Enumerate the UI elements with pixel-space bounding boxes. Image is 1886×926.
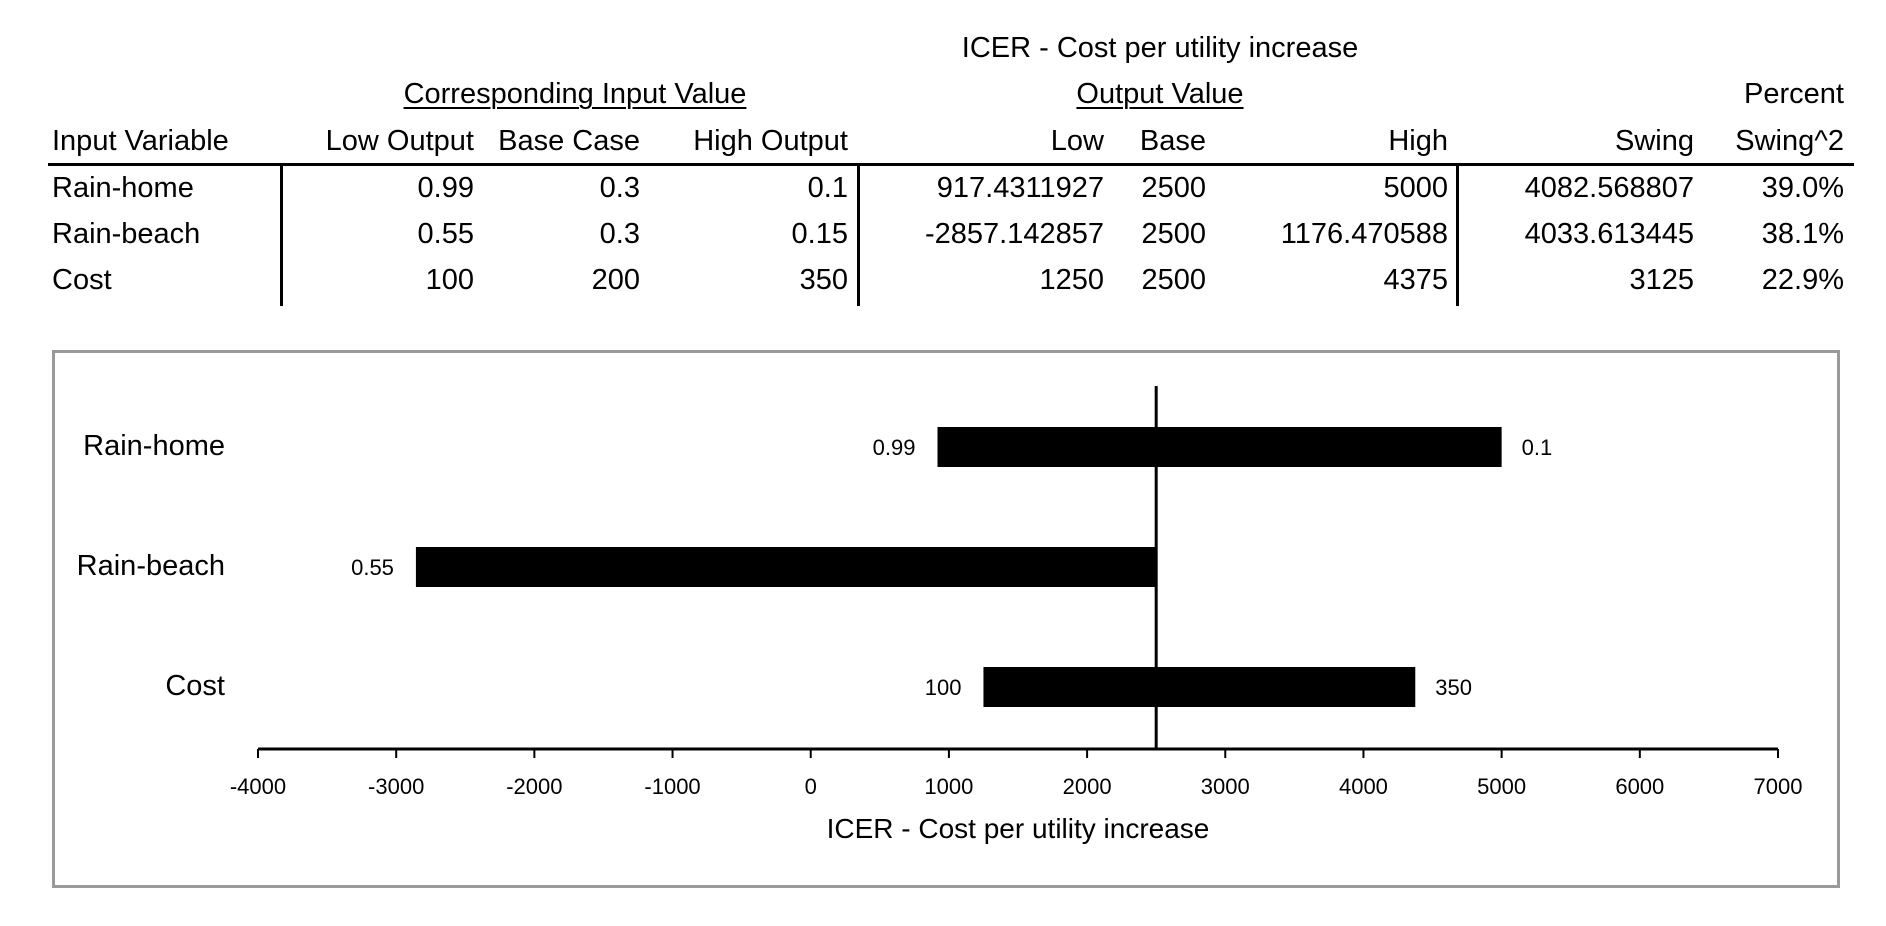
category-label: Rain-home [83,430,225,462]
cell-swing: 4082.568807 [1524,172,1694,204]
x-tick-label: -1000 [644,774,700,799]
output-group-header: Output Value [1076,78,1244,110]
bar [415,547,1157,587]
cell-high: 5000 [1383,172,1448,204]
bar [983,667,1416,707]
input-group-header: Corresponding Input Value [403,78,747,110]
x-tick-label: 4000 [1339,774,1388,799]
x-tick-label: 1000 [924,774,973,799]
cell-low: 917.4311927 [936,172,1104,204]
x-tick-label: 7000 [1754,774,1803,799]
column-divider [857,166,860,306]
column-divider [280,166,283,306]
cell-swing-squared: 22.9% [1761,264,1844,296]
x-tick-label: 2000 [1063,774,1112,799]
cell-high-output: 0.15 [791,218,848,250]
cell-base-case: 0.3 [599,218,640,250]
cell-base-case: 200 [591,264,640,296]
cell-base: 2500 [1141,172,1206,204]
column-divider [1456,166,1459,306]
col-header-base-case: Base Case [498,125,640,157]
bars: 0.99 0.1 0.55 100 350 [351,427,1552,707]
x-axis-title: ICER - Cost per utility increase [827,813,1210,844]
col-header-low-output: Low Output [325,125,474,157]
cell-base: 2500 [1141,218,1206,250]
x-tick-label: -2000 [506,774,562,799]
x-tick-label: 5000 [1477,774,1526,799]
col-header-swing: Swing [1615,125,1694,157]
col-header-swing-squared: Swing^2 [1735,125,1844,157]
bar [937,427,1502,467]
cell-swing-squared: 39.0% [1761,172,1844,204]
cell-base: 2500 [1141,264,1206,296]
cell-low-output: 0.99 [417,172,474,204]
x-tick-label: 0 [805,774,817,799]
cell-swing-squared: 38.1% [1761,218,1844,250]
tornado-chart-frame [52,350,1840,888]
col-header-low: Low [1050,125,1104,157]
cell-high-output: 0.1 [807,172,848,204]
cell-high: 1176.470588 [1280,218,1448,250]
cell-low: 1250 [1039,264,1104,296]
bar-low-label: 100 [925,675,962,700]
cell-low-output: 100 [425,264,474,296]
cell-base-case: 0.3 [599,172,640,204]
x-tick-label: -4000 [230,774,286,799]
cell-high-output: 350 [799,264,848,296]
x-tick-label: 3000 [1201,774,1250,799]
cell-swing: 3125 [1629,264,1694,296]
output-title: ICER - Cost per utility increase [961,32,1359,64]
cell-swing: 4033.613445 [1524,218,1694,250]
category-labels: Rain-home Rain-beach Cost [77,430,225,702]
bar-high-label: 350 [1435,675,1472,700]
bar-high-label: 0.1 [1522,435,1553,460]
col-header-input-variable: Input Variable [52,125,229,157]
x-axis-ticks: -4000 -3000 -2000 -1000 0 1000 2000 3000 4000 500… [230,749,1803,799]
col-header-base: Base [1139,125,1206,157]
col-header-high-output: High Output [693,125,848,157]
row-label: Rain-beach [52,218,201,250]
x-tick-label: -3000 [368,774,424,799]
bar-low-label: 0.99 [873,435,916,460]
percent-header: Percent [1744,78,1844,110]
row-label: Rain-home [52,172,194,204]
row-label: Cost [52,264,112,296]
bar-low-label: 0.55 [351,555,394,580]
x-tick-label: 6000 [1615,774,1664,799]
col-header-high: High [1388,125,1448,157]
category-label: Cost [165,670,225,702]
cell-high: 4375 [1383,264,1448,296]
header-rule [48,163,1854,166]
cell-low: -2857.142857 [925,218,1104,250]
category-label: Rain-beach [77,550,225,582]
cell-low-output: 0.55 [417,218,474,250]
